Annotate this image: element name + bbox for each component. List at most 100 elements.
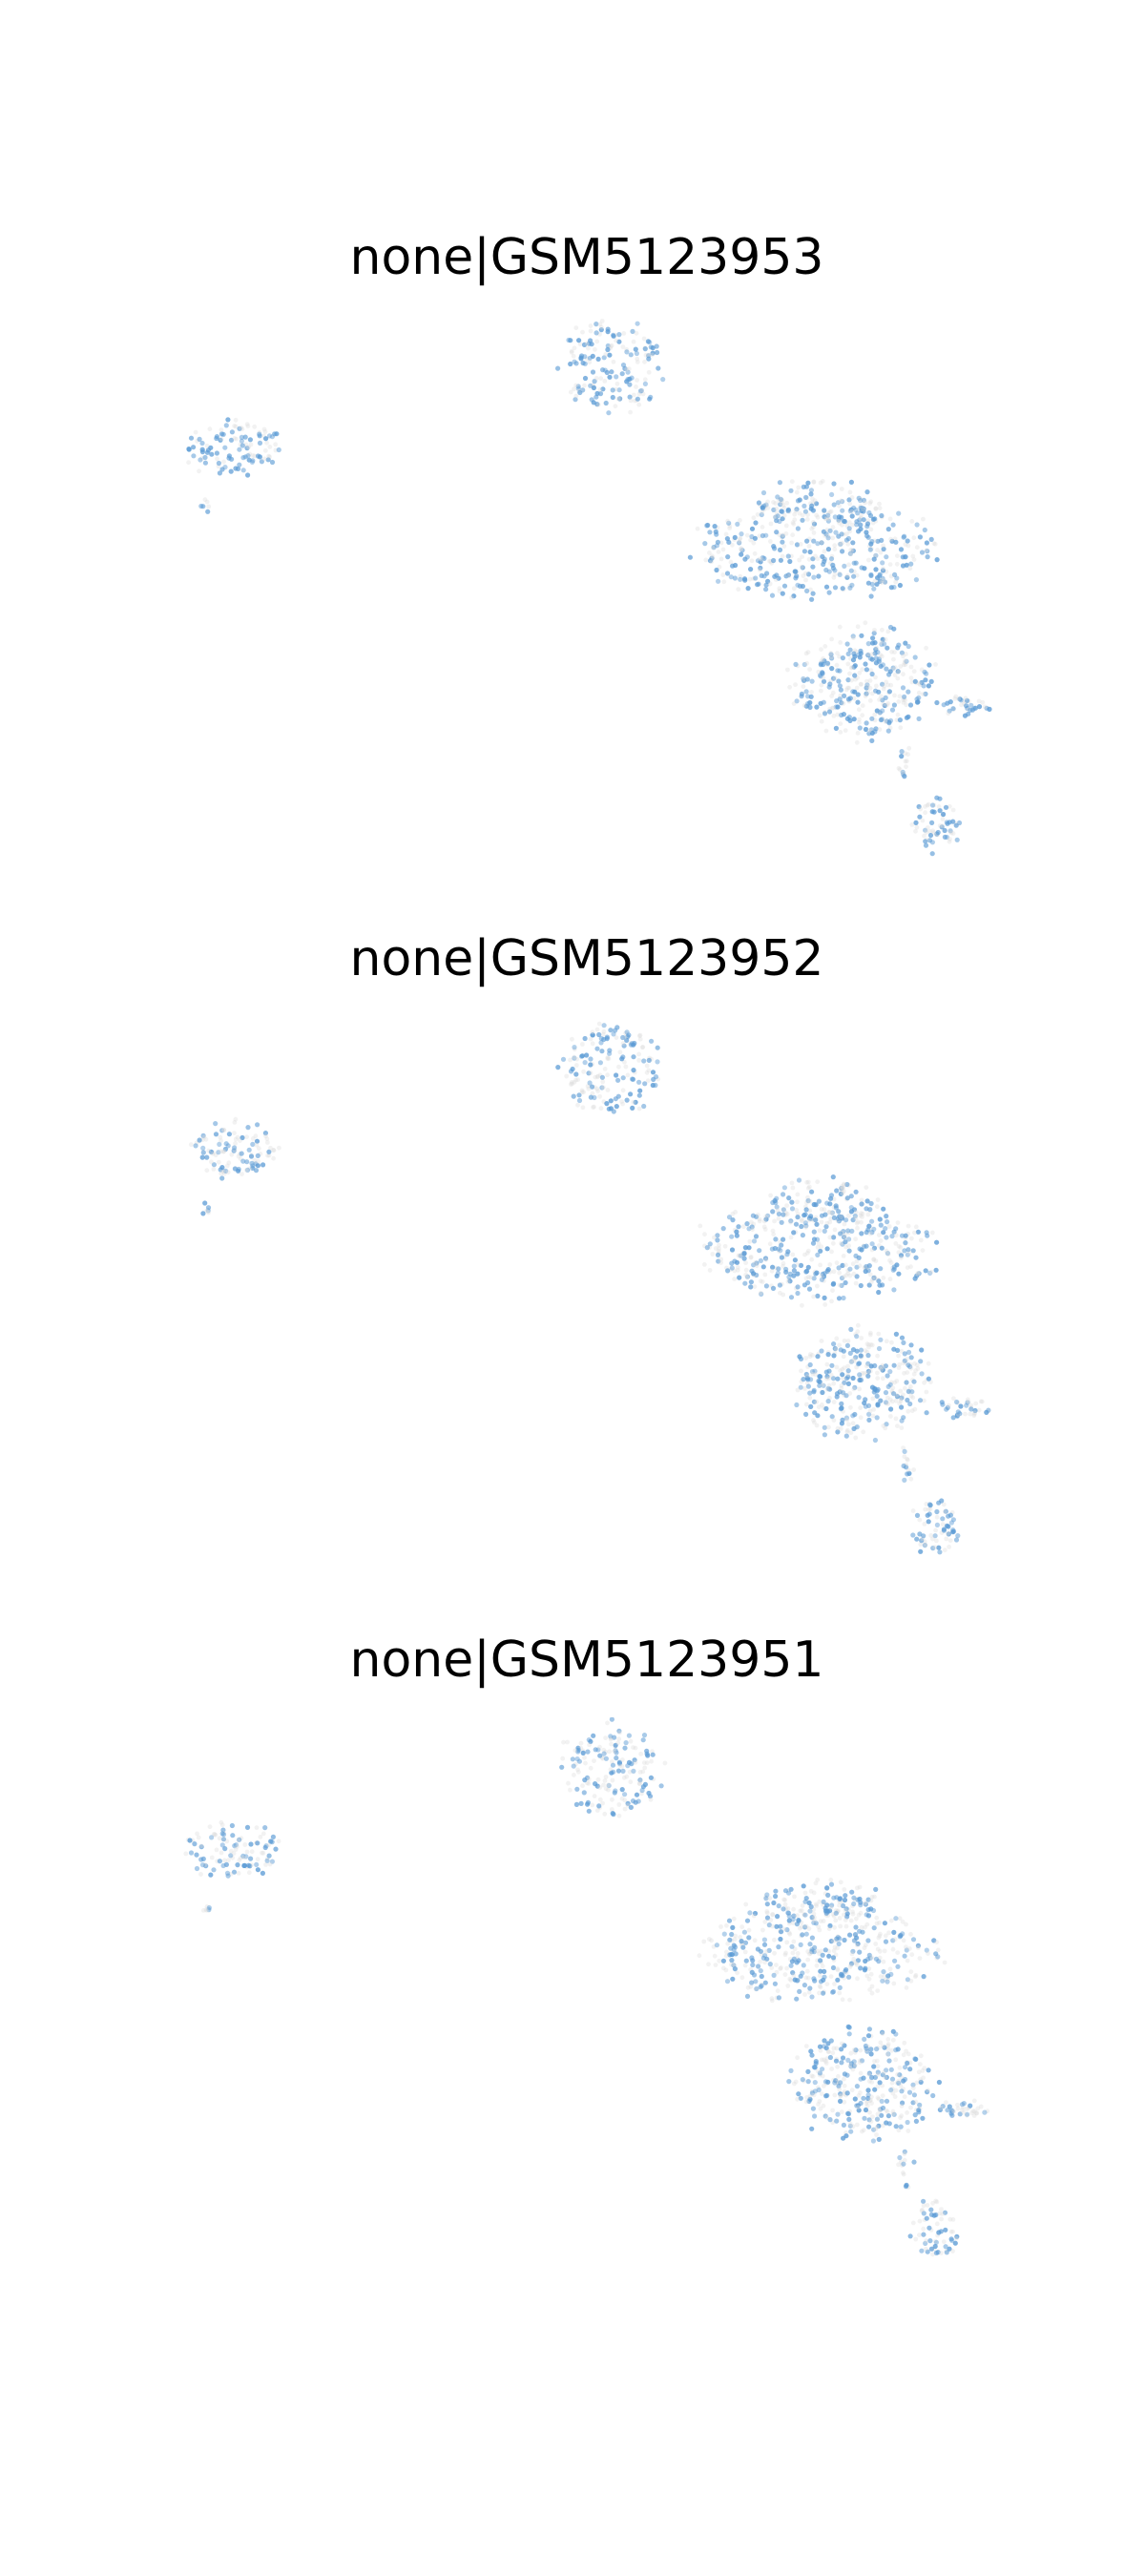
highlighted-cell-point [239, 434, 244, 440]
highlighted-cell-point [735, 521, 740, 527]
highlighted-cell-point [786, 1195, 792, 1201]
highlighted-cell-point [906, 1388, 911, 1394]
highlighted-cell-point [777, 480, 783, 486]
highlighted-cell-point [204, 449, 210, 455]
highlighted-cell-point [265, 457, 271, 463]
highlighted-cell-point [847, 647, 853, 653]
background-cell-point [762, 1227, 768, 1232]
highlighted-cell-point [255, 1153, 260, 1158]
highlighted-cell-point [808, 2048, 814, 2054]
background-cell-point [263, 1862, 268, 1867]
highlighted-cell-point [219, 1165, 225, 1171]
background-cell-point [813, 1880, 819, 1886]
background-cell-point [588, 1765, 593, 1771]
highlighted-cell-point [845, 1381, 852, 1386]
background-cell-point [841, 1376, 845, 1381]
highlighted-cell-point [771, 1972, 777, 1978]
highlighted-cell-point [965, 2111, 970, 2117]
background-cell-point [927, 829, 932, 834]
background-cell-point [875, 1353, 880, 1359]
highlighted-cell-point [857, 725, 863, 731]
background-cell-point [974, 2110, 980, 2116]
highlighted-cell-point [936, 2230, 942, 2235]
highlighted-cell-point [856, 2108, 862, 2113]
highlighted-cell-point [257, 440, 263, 446]
background-cell-point [819, 647, 823, 652]
highlighted-cell-point [226, 453, 232, 459]
highlighted-cell-point [880, 575, 885, 581]
background-cell-point [211, 1832, 217, 1837]
highlighted-cell-point [853, 1355, 859, 1361]
background-cell-point [964, 2107, 969, 2111]
background-cell-point [943, 1509, 947, 1514]
highlighted-cell-point [616, 339, 622, 344]
highlighted-cell-point [933, 2239, 940, 2245]
background-cell-point [226, 1858, 231, 1863]
highlighted-cell-point [868, 2051, 874, 2057]
highlighted-cell-point [828, 1881, 835, 1887]
background-cell-point [854, 739, 860, 745]
background-cell-point [216, 1159, 221, 1165]
highlighted-cell-point [745, 586, 751, 592]
background-cell-point [209, 1855, 215, 1860]
highlighted-cell-point [838, 2098, 843, 2104]
highlighted-cell-point [874, 2046, 880, 2052]
highlighted-cell-point [827, 681, 833, 687]
background-cell-point [239, 426, 244, 430]
highlighted-cell-point [798, 2095, 803, 2101]
background-cell-point [600, 1079, 606, 1085]
background-cell-point [840, 1366, 845, 1372]
highlighted-cell-point [795, 1271, 801, 1277]
background-cell-point [752, 1284, 758, 1289]
highlighted-cell-point [186, 446, 192, 452]
background-cell-point [795, 1387, 801, 1393]
highlighted-cell-point [188, 435, 195, 441]
background-cell-point [572, 1773, 576, 1777]
highlighted-cell-point [853, 1189, 859, 1195]
background-cell-point [617, 1049, 623, 1055]
background-cell-point [917, 2233, 922, 2237]
highlighted-cell-point [893, 539, 899, 545]
background-cell-point [252, 424, 258, 429]
background-cell-point [609, 343, 614, 348]
background-cell-point [889, 649, 894, 654]
background-cell-point [883, 719, 888, 724]
background-cell-point [826, 1382, 832, 1388]
highlighted-cell-point [779, 1242, 784, 1248]
background-cell-point [884, 1339, 889, 1344]
background-cell-point [812, 1915, 817, 1921]
highlighted-cell-point [907, 2067, 913, 2072]
highlighted-cell-point [865, 2033, 872, 2039]
background-cell-point [823, 728, 829, 734]
background-cell-point [880, 1364, 885, 1370]
background-cell-point [878, 550, 884, 555]
background-cell-point [737, 536, 742, 542]
highlighted-cell-point [807, 1361, 813, 1368]
background-cell-point [947, 2216, 953, 2222]
highlighted-cell-point [739, 548, 745, 553]
highlighted-cell-point [260, 1870, 265, 1876]
background-cell-point [846, 1213, 851, 1218]
highlighted-cell-point [825, 1385, 831, 1391]
background-cell-point [578, 1740, 584, 1746]
highlighted-cell-point [833, 725, 840, 731]
highlighted-cell-point [835, 1429, 841, 1435]
highlighted-cell-point [646, 1057, 652, 1063]
background-cell-point [875, 1946, 881, 1952]
highlighted-cell-point [641, 1058, 647, 1064]
highlighted-cell-point [789, 1943, 795, 1949]
background-cell-point [895, 712, 901, 717]
highlighted-cell-point [825, 1352, 831, 1358]
highlighted-cell-point [224, 1870, 231, 1876]
highlighted-cell-point [885, 1373, 890, 1379]
background-cell-point [881, 1959, 886, 1964]
highlighted-cell-point [884, 718, 890, 724]
background-cell-point [832, 1982, 837, 1986]
highlighted-cell-point [568, 338, 573, 343]
background-cell-point [815, 1245, 821, 1250]
background-cell-point [795, 1199, 800, 1205]
background-cell-point [778, 1290, 782, 1296]
highlighted-cell-point [758, 565, 763, 571]
background-cell-point [638, 1752, 644, 1756]
background-cell-point [769, 1998, 775, 2004]
